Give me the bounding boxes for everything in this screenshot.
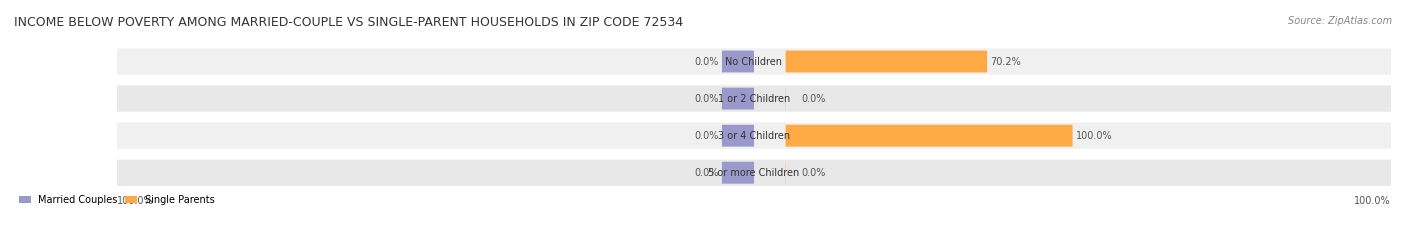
Text: 5 or more Children: 5 or more Children <box>709 168 800 178</box>
FancyBboxPatch shape <box>117 48 1391 75</box>
FancyBboxPatch shape <box>786 51 987 72</box>
Text: Source: ZipAtlas.com: Source: ZipAtlas.com <box>1288 16 1392 26</box>
Text: 0.0%: 0.0% <box>695 56 718 66</box>
FancyBboxPatch shape <box>786 125 1073 147</box>
Text: 100.0%: 100.0% <box>1076 131 1112 141</box>
Text: 0.0%: 0.0% <box>801 168 827 178</box>
FancyBboxPatch shape <box>721 162 754 184</box>
Text: 70.2%: 70.2% <box>990 56 1021 66</box>
Text: 0.0%: 0.0% <box>695 94 718 104</box>
FancyBboxPatch shape <box>117 86 1391 112</box>
Text: INCOME BELOW POVERTY AMONG MARRIED-COUPLE VS SINGLE-PARENT HOUSEHOLDS IN ZIP COD: INCOME BELOW POVERTY AMONG MARRIED-COUPL… <box>14 16 683 29</box>
Text: 3 or 4 Children: 3 or 4 Children <box>718 131 790 141</box>
FancyBboxPatch shape <box>721 51 754 72</box>
FancyBboxPatch shape <box>721 125 754 147</box>
Text: 100.0%: 100.0% <box>117 195 153 206</box>
Text: 0.0%: 0.0% <box>695 131 718 141</box>
FancyBboxPatch shape <box>721 88 754 110</box>
Text: 1 or 2 Children: 1 or 2 Children <box>718 94 790 104</box>
Text: 0.0%: 0.0% <box>695 168 718 178</box>
FancyBboxPatch shape <box>117 123 1391 149</box>
Text: 100.0%: 100.0% <box>1354 195 1391 206</box>
Legend: Married Couples, Single Parents: Married Couples, Single Parents <box>15 191 218 209</box>
FancyBboxPatch shape <box>117 160 1391 186</box>
Text: 0.0%: 0.0% <box>801 94 827 104</box>
Text: No Children: No Children <box>725 56 782 66</box>
